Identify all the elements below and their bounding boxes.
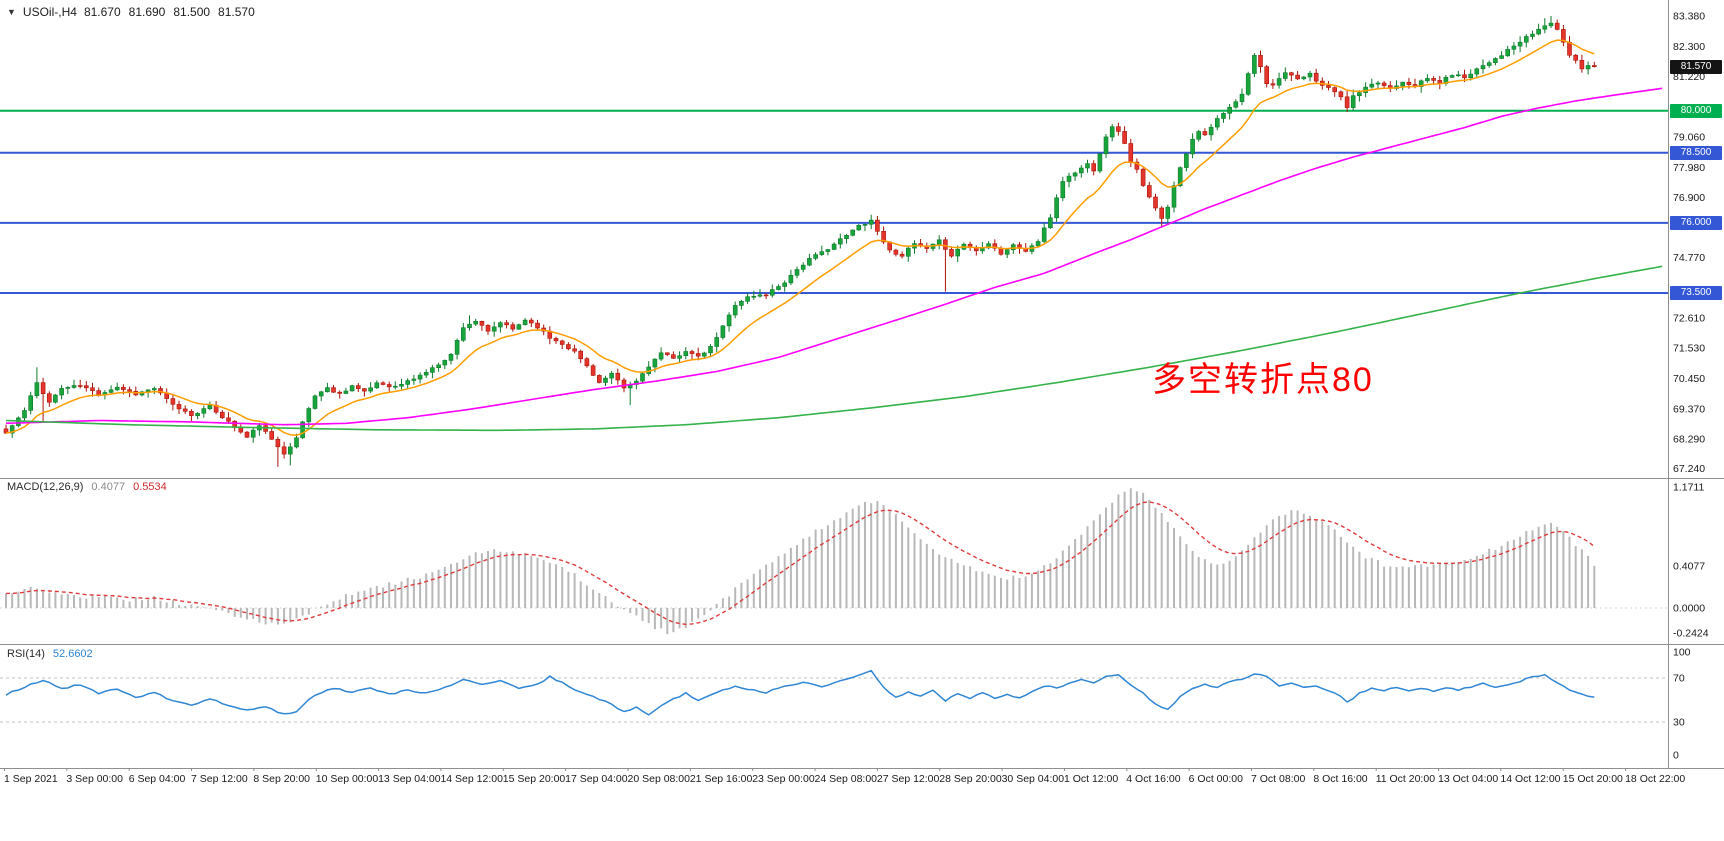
symbol-title: USOil-,H4 xyxy=(22,5,77,19)
svg-text:15 Sep 20:00: 15 Sep 20:00 xyxy=(503,773,566,785)
close-value: 81.570 xyxy=(218,5,255,19)
svg-text:72.610: 72.610 xyxy=(1673,312,1705,324)
svg-text:76.900: 76.900 xyxy=(1673,192,1705,204)
svg-text:14 Oct 12:00: 14 Oct 12:00 xyxy=(1500,773,1560,785)
svg-text:11 Oct 20:00: 11 Oct 20:00 xyxy=(1376,773,1436,785)
macd-signal-value: 0.5534 xyxy=(133,481,167,493)
svg-text:83.380: 83.380 xyxy=(1673,10,1705,22)
svg-text:18 Oct 22:00: 18 Oct 22:00 xyxy=(1625,773,1685,785)
svg-text:1 Sep 2021: 1 Sep 2021 xyxy=(4,773,58,785)
macd-axis-labels: 1.1711 0.4077 0.0000 -0.2424 xyxy=(1673,482,1709,640)
svg-text:7 Sep 12:00: 7 Sep 12:00 xyxy=(191,773,248,785)
svg-text:15 Oct 20:00: 15 Oct 20:00 xyxy=(1563,773,1623,785)
svg-text:-0.2424: -0.2424 xyxy=(1673,628,1709,640)
macd-indicator xyxy=(0,488,1668,635)
macd-pane-header: MACD(12,26,9) 0.4077 0.5534 xyxy=(7,481,167,493)
price-level-badge-76000: 76.000 xyxy=(1670,216,1722,230)
svg-text:8 Oct 16:00: 8 Oct 16:00 xyxy=(1313,773,1367,785)
svg-text:4 Oct 16:00: 4 Oct 16:00 xyxy=(1126,773,1180,785)
svg-text:3 Sep 00:00: 3 Sep 00:00 xyxy=(66,773,123,785)
svg-text:14 Sep 12:00: 14 Sep 12:00 xyxy=(440,773,503,785)
svg-text:0.0000: 0.0000 xyxy=(1673,603,1705,615)
price-axis-labels: 83.380 82.300 81.220 79.060 77.980 76.900 74.7… xyxy=(1673,10,1705,474)
svg-text:74.770: 74.770 xyxy=(1673,252,1705,264)
svg-text:28 Sep 20:00: 28 Sep 20:00 xyxy=(939,773,1002,785)
svg-text:70: 70 xyxy=(1673,673,1685,685)
moving-averages xyxy=(5,39,1663,436)
svg-text:70.450: 70.450 xyxy=(1673,373,1705,385)
svg-text:82.300: 82.300 xyxy=(1673,41,1705,53)
symbol-dropdown-icon[interactable]: ▼ xyxy=(7,7,16,17)
price-level-badge-73500: 73.500 xyxy=(1670,286,1722,300)
svg-text:13 Oct 04:00: 13 Oct 04:00 xyxy=(1438,773,1498,785)
macd-title: MACD(12,26,9) xyxy=(7,481,84,493)
rsi-indicator xyxy=(0,669,1668,723)
ohlc-values: 81.670 81.690 81.500 81.570 xyxy=(84,5,255,19)
svg-text:77.980: 77.980 xyxy=(1673,162,1705,174)
svg-text:13 Sep 04:00: 13 Sep 04:00 xyxy=(378,773,441,785)
svg-text:69.370: 69.370 xyxy=(1673,403,1705,415)
horizontal-level-lines[interactable] xyxy=(0,109,1668,294)
svg-text:100: 100 xyxy=(1673,647,1691,659)
svg-text:6 Sep 04:00: 6 Sep 04:00 xyxy=(129,773,186,785)
svg-text:67.240: 67.240 xyxy=(1673,463,1705,475)
rsi-axis-labels: 100 70 30 0 xyxy=(1673,647,1691,762)
svg-text:27 Sep 12:00: 27 Sep 12:00 xyxy=(877,773,940,785)
price-level-badge-78500: 78.500 xyxy=(1670,146,1722,160)
svg-text:7 Oct 08:00: 7 Oct 08:00 xyxy=(1251,773,1305,785)
price-level-badge-80000: 80.000 xyxy=(1670,104,1722,118)
svg-text:24 Sep 08:00: 24 Sep 08:00 xyxy=(815,773,878,785)
macd-value: 0.4077 xyxy=(91,481,126,493)
svg-text:1.1711: 1.1711 xyxy=(1673,482,1704,494)
symbol-info-bar: ▼ USOil-,H4 81.670 81.690 81.500 81.570 xyxy=(7,5,255,19)
current-price-badge: 81.570 xyxy=(1670,60,1722,74)
svg-text:8 Sep 20:00: 8 Sep 20:00 xyxy=(253,773,310,785)
time-axis-labels: 1 Sep 2021 3 Sep 00:00 6 Sep 04:00 7 Sep 12… xyxy=(4,768,1685,785)
chart-annotation-text: 多空转折点80 xyxy=(1152,361,1374,399)
svg-text:20 Sep 08:00: 20 Sep 08:00 xyxy=(628,773,691,785)
rsi-title: RSI(14) xyxy=(7,648,45,660)
svg-text:10 Sep 00:00: 10 Sep 00:00 xyxy=(316,773,379,785)
svg-text:23 Sep 00:00: 23 Sep 00:00 xyxy=(752,773,815,785)
svg-text:81.220: 81.220 xyxy=(1673,71,1705,83)
rsi-pane-header: RSI(14) 52.6602 xyxy=(7,648,93,660)
panel-separators xyxy=(0,0,1724,769)
svg-text:1 Oct 12:00: 1 Oct 12:00 xyxy=(1064,773,1118,785)
svg-text:6 Oct 00:00: 6 Oct 00:00 xyxy=(1189,773,1243,785)
high-value: 81.690 xyxy=(128,5,166,19)
svg-text:79.060: 79.060 xyxy=(1673,132,1705,144)
svg-text:71.530: 71.530 xyxy=(1673,343,1705,355)
svg-text:30 Sep 04:00: 30 Sep 04:00 xyxy=(1002,773,1065,785)
candlestick-series[interactable] xyxy=(3,16,1597,467)
rsi-value: 52.6602 xyxy=(52,648,93,660)
open-value: 81.670 xyxy=(83,5,121,19)
svg-text:0.4077: 0.4077 xyxy=(1673,560,1705,572)
low-value: 81.500 xyxy=(173,5,211,19)
svg-text:30: 30 xyxy=(1673,717,1685,729)
svg-text:0: 0 xyxy=(1673,750,1679,762)
svg-text:21 Sep 16:00: 21 Sep 16:00 xyxy=(690,773,753,785)
svg-text:17 Sep 04:00: 17 Sep 04:00 xyxy=(565,773,628,785)
svg-text:68.290: 68.290 xyxy=(1673,434,1705,446)
